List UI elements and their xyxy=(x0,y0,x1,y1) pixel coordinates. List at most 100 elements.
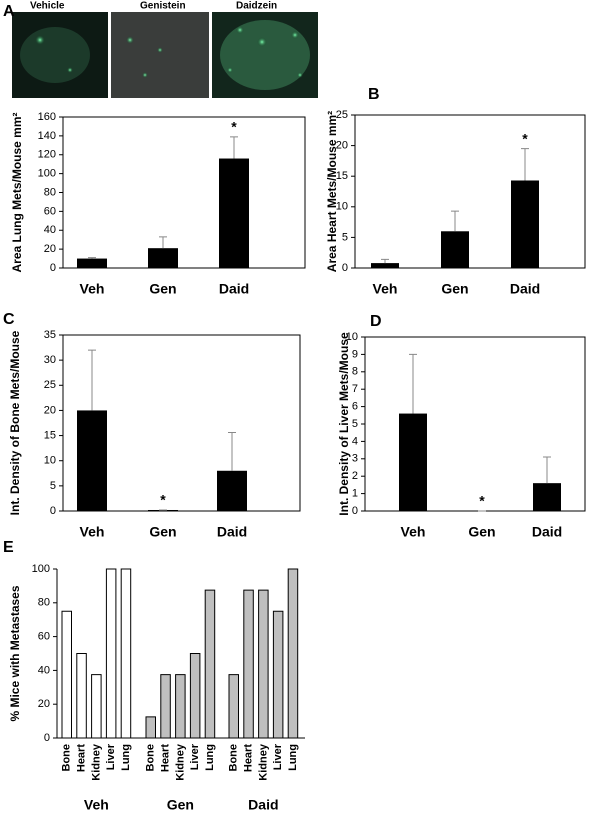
y-tick-label: 8 xyxy=(352,366,358,378)
x-tick-label: Gen xyxy=(149,281,176,297)
micrographs: Vehicle Genistein Daidzein xyxy=(12,1,318,98)
x-tick-label: Daid xyxy=(510,281,540,297)
bar xyxy=(120,568,132,739)
spot xyxy=(157,47,163,53)
x-tick-label: Liver xyxy=(272,743,284,770)
y-tick-label: 30 xyxy=(44,354,56,366)
spot xyxy=(35,35,45,45)
x-tick-label: Liver xyxy=(189,743,201,770)
bar xyxy=(148,248,178,268)
y-tick-label: 20 xyxy=(38,698,50,710)
bar xyxy=(511,180,539,268)
y-tick-label: 10 xyxy=(336,201,348,213)
y-tick-label: 2 xyxy=(352,470,358,482)
y-tick-label: 10 xyxy=(44,455,56,467)
y-tick-label: 60 xyxy=(38,631,50,643)
micrograph xyxy=(111,12,209,98)
y-tick-label: 9 xyxy=(352,348,358,360)
x-tick-label: Lung xyxy=(287,744,299,771)
y-tick-label: 3 xyxy=(352,453,358,465)
group-label: Veh xyxy=(84,797,109,813)
x-tick-label: Veh xyxy=(373,281,398,297)
y-tick-label: 5 xyxy=(342,231,348,243)
bar xyxy=(189,653,201,739)
bar xyxy=(533,483,561,511)
error-bar xyxy=(159,236,167,249)
bar xyxy=(160,674,171,739)
bar xyxy=(105,568,117,739)
x-tick-label: Kidney xyxy=(174,743,186,781)
y-tick-label: 15 xyxy=(336,170,348,182)
x-tick-label: Liver xyxy=(105,743,117,770)
x-tick-label: Bone xyxy=(228,744,240,772)
y-tick-label: 140 xyxy=(38,130,56,142)
x-tick-label: Gen xyxy=(149,524,176,540)
y-tick-label: 0 xyxy=(352,505,358,517)
spot xyxy=(236,26,244,34)
image-label: Genistein xyxy=(140,1,186,12)
y-axis-label: Int. Density of Bone Mets/Mouse xyxy=(8,330,22,515)
bar xyxy=(204,589,216,739)
y-tick-label: 15 xyxy=(44,429,56,441)
y-tick-label: 7 xyxy=(352,383,358,395)
x-tick-label: Veh xyxy=(401,524,426,540)
tissue xyxy=(220,20,310,90)
bar xyxy=(219,158,249,268)
panel-label: E xyxy=(3,539,14,556)
bar xyxy=(258,589,269,739)
panel-label: A xyxy=(3,3,15,20)
image-label: Vehicle xyxy=(30,1,65,12)
error-bar xyxy=(230,136,238,159)
y-axis-label: Area Lung Mets/Mouse mm² xyxy=(10,112,24,272)
bar xyxy=(287,568,299,739)
x-tick-label: Veh xyxy=(80,524,105,540)
spot xyxy=(126,36,134,44)
y-tick-label: 60 xyxy=(44,205,56,217)
spot xyxy=(142,72,148,78)
x-tick-label: Heart xyxy=(75,744,87,772)
panel-label: B xyxy=(368,86,380,103)
bar xyxy=(243,589,254,739)
spot xyxy=(67,67,73,73)
significance-marker: * xyxy=(522,130,528,146)
x-tick-label: Daid xyxy=(219,281,249,297)
y-tick-label: 35 xyxy=(44,329,56,341)
y-tick-label: 0 xyxy=(342,262,348,274)
plot-frame xyxy=(62,334,301,512)
bar xyxy=(228,674,239,739)
y-axis-label: % Mice with Metastases xyxy=(8,585,22,721)
y-tick-label: 1 xyxy=(352,488,358,500)
x-tick-label: Heart xyxy=(159,744,171,772)
error-bar xyxy=(381,258,389,264)
y-tick-label: 40 xyxy=(44,224,56,236)
x-tick-label: Gen xyxy=(468,524,495,540)
error-bar xyxy=(88,257,96,259)
x-tick-label: Kidney xyxy=(90,743,102,781)
y-axis-label: Int. Density of Liver Mets/Mouse xyxy=(337,332,351,516)
significance-marker: * xyxy=(231,119,237,135)
y-tick-label: 5 xyxy=(352,418,358,430)
y-tick-label: 100 xyxy=(38,168,56,180)
y-tick-label: 80 xyxy=(44,186,56,198)
error-bar xyxy=(521,148,529,181)
bar xyxy=(61,610,72,739)
bar xyxy=(148,509,178,511)
x-tick-label: Daid xyxy=(532,524,562,540)
y-tick-label: 5 xyxy=(50,480,56,492)
y-tick-label: 80 xyxy=(38,597,50,609)
y-tick-label: 0 xyxy=(50,262,56,274)
x-tick-label: Gen xyxy=(441,281,468,297)
x-tick-label: Kidney xyxy=(257,743,269,781)
bar xyxy=(77,410,107,511)
error-bar xyxy=(543,456,551,484)
group-label: Gen xyxy=(167,797,194,813)
panel-label: D xyxy=(370,313,382,330)
y-tick-label: 25 xyxy=(44,379,56,391)
y-tick-label: 160 xyxy=(38,111,56,123)
x-tick-label: Veh xyxy=(80,281,105,297)
group-label: Daid xyxy=(248,797,278,813)
x-tick-label: Lung xyxy=(120,744,132,771)
y-tick-label: 100 xyxy=(32,563,50,575)
bar xyxy=(77,258,107,268)
